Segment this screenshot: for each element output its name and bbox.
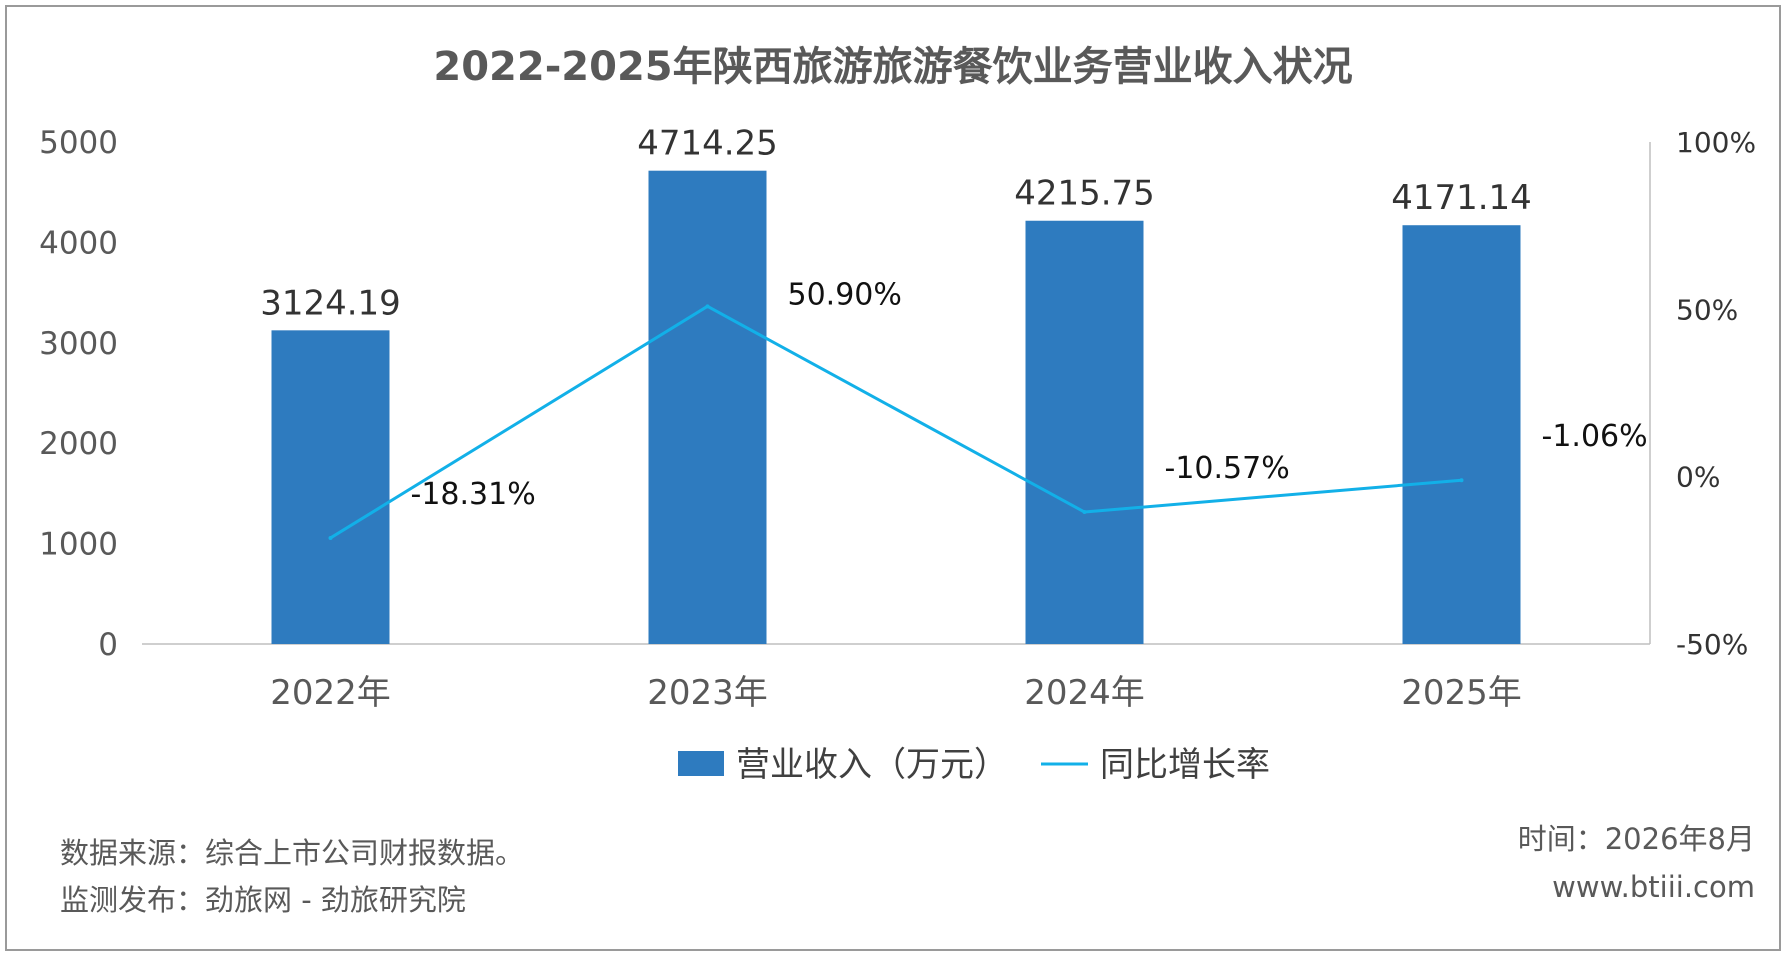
left-axis-tick-label: 4000 [39,225,118,261]
right-y-axis: -50% 0% 50% 100% [1649,126,1756,661]
left-axis-tick-label: 2000 [39,426,118,462]
left-axis-tick-label: 0 [98,627,118,663]
revenue-bar [1402,225,1521,645]
growth-rate-label: -10.57% [1165,451,1290,486]
x-axis-category-label: 2024年 [1024,673,1145,713]
legend: 营业收入（万元） 同比增长率 [678,745,1270,785]
right-axis-tick-label: 100% [1676,126,1756,159]
publisher-note: 监测发布：劲旅网 - 劲旅研究院 [60,883,466,917]
right-axis-tick-label: 0% [1676,461,1720,494]
bar-value-label: 3124.19 [260,283,401,323]
growth-rate-label: 50.90% [788,277,902,312]
time-note: 时间：2026年8月 [1518,822,1755,856]
bar-value-label: 4215.75 [1014,174,1155,214]
x-axis-category-label: 2022年 [270,673,391,713]
growth-rate-label: -18.31% [411,477,536,512]
bar-value-label: 4714.25 [637,124,778,164]
left-axis-tick-label: 5000 [39,125,118,161]
x-axis-category-label: 2023年 [647,673,768,713]
right-axis-tick-label: -50% [1676,628,1748,661]
left-y-axis: 0 1000 2000 3000 4000 5000 [39,125,118,663]
right-axis-tick-label: 50% [1676,293,1738,326]
legend-bar-label: 营业收入（万元） [736,745,1008,785]
growth-rate-point [1459,478,1464,483]
website-note: www.btiii.com [1552,870,1755,904]
bar-series: 3124.19 4714.25 4215.75 4171.14 [260,124,1532,645]
revenue-bar [1025,220,1144,644]
bar-value-label: 4171.14 [1391,178,1532,218]
x-axis: 2022年 2023年 2024年 2025年 [142,643,1650,713]
growth-rate-line [329,304,1462,540]
growth-rate-point [705,304,710,309]
footer: 数据来源：综合上市公司财报数据。 监测发布：劲旅网 - 劲旅研究院 时间：202… [60,822,1755,917]
growth-rate-point [328,535,333,540]
revenue-bar [648,170,767,644]
source-note: 数据来源：综合上市公司财报数据。 [60,836,524,870]
left-axis-tick-label: 1000 [39,527,118,563]
revenue-bar [271,330,390,644]
chart-title: 2022-2025年陕西旅游旅游餐饮业务营业收入状况 [433,44,1352,90]
line-series: -18.31% 50.90% -10.57% -1.06% [328,277,1648,540]
growth-rate-label: -1.06% [1542,419,1648,454]
x-axis-category-label: 2025年 [1401,673,1522,713]
legend-bar-swatch [678,751,724,776]
left-axis-tick-label: 3000 [39,326,118,362]
growth-rate-point [1082,510,1087,515]
legend-line-label: 同比增长率 [1100,745,1270,785]
